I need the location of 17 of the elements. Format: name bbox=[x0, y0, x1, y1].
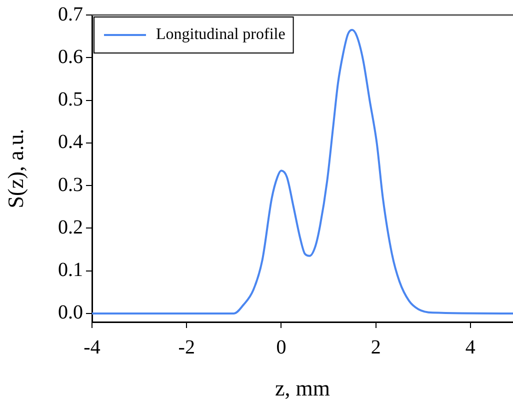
x-tick-label: 2 bbox=[370, 336, 381, 358]
legend-label: Longitudinal profile bbox=[156, 26, 286, 44]
y-tick-label: 0.0 bbox=[58, 302, 83, 324]
y-tick-label: 0.1 bbox=[58, 259, 83, 282]
y-tick-label: 0.2 bbox=[58, 216, 83, 238]
x-tick-label: 4 bbox=[465, 336, 476, 358]
x-tick-label: -2 bbox=[178, 336, 195, 358]
y-tick-label: 0.4 bbox=[58, 131, 83, 154]
x-tick-label: 0 bbox=[276, 336, 286, 358]
x-tick-label: -4 bbox=[84, 336, 100, 358]
y-tick-label: 0.3 bbox=[58, 174, 83, 196]
y-tick-label: 0.5 bbox=[58, 88, 83, 111]
x-axis-title: z, mm bbox=[275, 376, 330, 401]
y-tick-label: 0.7 bbox=[58, 3, 83, 26]
y-tick-label: 0.6 bbox=[58, 46, 83, 68]
y-axis-title: S(z), a.u. bbox=[2, 128, 28, 208]
line-series bbox=[92, 28, 513, 314]
